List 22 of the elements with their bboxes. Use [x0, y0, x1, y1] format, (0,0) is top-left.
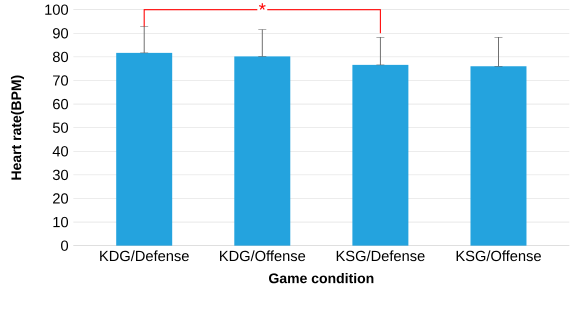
y-tick-label: 40 [52, 146, 68, 156]
y-tick-label: 20 [53, 193, 68, 204]
y-tick-label: 50 [52, 122, 68, 133]
y-tick-label: 80 [52, 52, 68, 62]
bar [116, 52, 172, 246]
x-tick-label: KSG/Offense [456, 250, 541, 262]
y-tick-label: 0 [61, 240, 68, 251]
y-tick-label: 90 [53, 28, 68, 38]
bar [234, 56, 290, 246]
y-tick-label: 10 [53, 216, 68, 228]
y-tick-label: 60 [53, 98, 68, 110]
y-tick-label: 100 [45, 4, 68, 15]
bar [352, 64, 408, 246]
y-tick-label: 70 [53, 75, 68, 86]
x-tick-label: KSG/Defense [336, 250, 425, 262]
bar [470, 66, 526, 246]
y-tick-label: 30 [52, 170, 68, 180]
y-axis-title: Heart rate(BPM) [10, 76, 24, 180]
x-tick-label: KDG/Offense [220, 250, 306, 262]
x-axis-title: Game condition [269, 272, 374, 284]
annotation: * [258, 3, 266, 10]
x-tick-label: KDG/Defense [100, 250, 189, 262]
